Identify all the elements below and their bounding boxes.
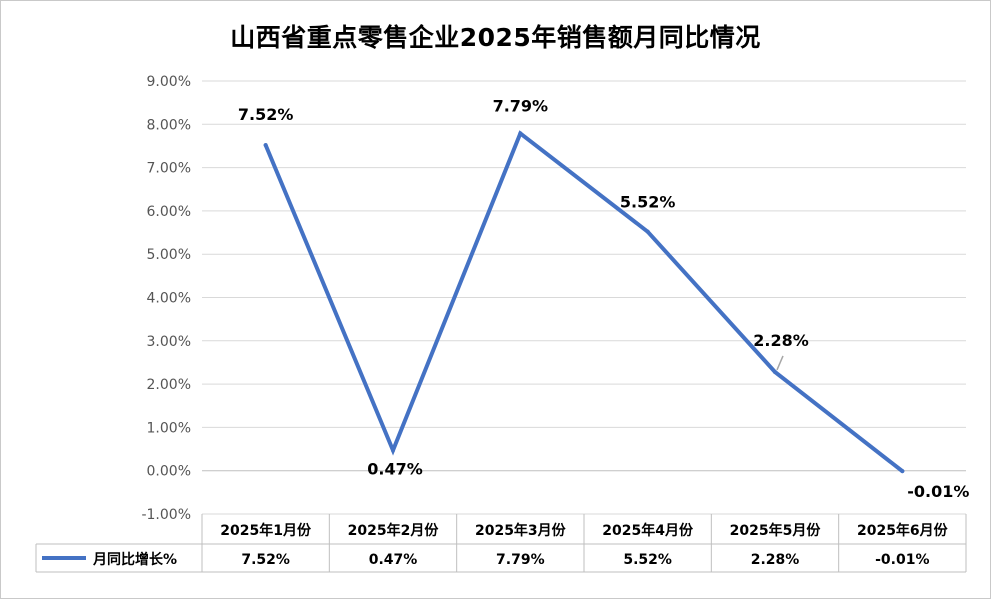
data-label: 5.52% <box>620 193 676 212</box>
y-tick-label: 8.00% <box>147 117 191 133</box>
table-value: 5.52% <box>623 552 672 568</box>
data-label: 2.28% <box>753 331 809 350</box>
y-tick-label: 5.00% <box>147 247 191 263</box>
y-tick-label: 0.00% <box>147 464 191 480</box>
data-point <box>518 131 523 136</box>
table-value: 0.47% <box>369 552 418 568</box>
y-tick-label: 4.00% <box>147 291 191 307</box>
data-point <box>645 229 650 234</box>
data-point <box>773 369 777 374</box>
x-category-label: 2025年3月份 <box>475 522 567 539</box>
data-label: 7.79% <box>493 96 549 115</box>
y-tick-label: 2.00% <box>147 377 191 393</box>
table-value: 2.28% <box>751 552 800 568</box>
data-point <box>391 448 395 453</box>
data-point <box>263 143 268 148</box>
data-label: 7.52% <box>238 105 294 124</box>
y-tick-label: 7.00% <box>147 161 191 177</box>
legend-label: 月同比增长% <box>92 551 177 568</box>
table-value: -0.01% <box>875 552 929 568</box>
table-value: 7.79% <box>496 552 545 568</box>
chart-title: 山西省重点零售企业2025年销售额月同比情况 <box>230 23 761 52</box>
data-point <box>900 469 905 474</box>
y-tick-label: 3.00% <box>147 334 191 350</box>
leader-line <box>776 355 784 371</box>
y-tick-label: 9.00% <box>147 74 191 90</box>
x-category-label: 2025年4月份 <box>602 522 694 539</box>
data-label: 0.47% <box>367 459 423 478</box>
x-category-label: 2025年2月份 <box>348 522 440 539</box>
x-category-label: 2025年6月份 <box>857 522 949 539</box>
y-tick-label: 1.00% <box>147 420 191 436</box>
x-category-label: 2025年5月份 <box>730 522 822 539</box>
y-tick-label: -1.00% <box>141 507 191 523</box>
table-value: 7.52% <box>241 552 290 568</box>
x-category-label: 2025年1月份 <box>220 522 312 539</box>
y-tick-label: 6.00% <box>147 204 191 220</box>
series-line <box>263 130 905 474</box>
data-label: -0.01% <box>907 482 969 501</box>
